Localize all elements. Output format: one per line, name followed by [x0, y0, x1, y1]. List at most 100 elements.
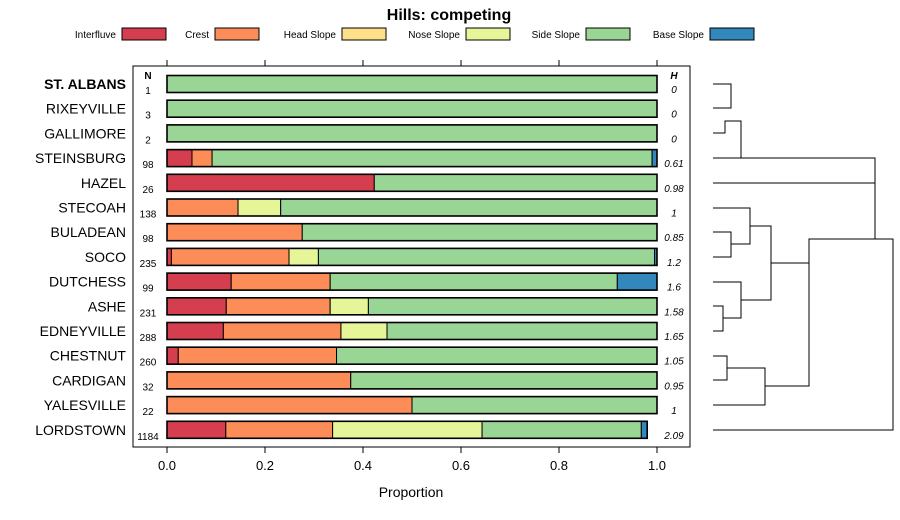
bar-outline-cardigan: [166, 371, 658, 390]
bar-yalesville-crest: [166, 396, 413, 415]
bar-hazel-side-slope: [373, 173, 658, 192]
h-value-steinsburg: 0.61: [664, 159, 683, 170]
h-value-lordstown: 2.09: [663, 431, 684, 442]
bar-chestnut-crest: [177, 346, 338, 365]
bar-stecoah-side-slope: [280, 198, 658, 217]
dendrogram-branch: [713, 355, 728, 381]
n-column-header: N: [144, 71, 151, 82]
n-value-st-albans: 1: [145, 86, 151, 97]
bar-buladean-side-slope: [301, 223, 658, 242]
n-value-stecoah: 138: [140, 210, 157, 221]
bar-soco-nose-slope: [288, 247, 319, 266]
dendrogram-branch: [713, 367, 766, 406]
bars-group: [166, 74, 658, 440]
h-value-gallimore: 0: [671, 134, 677, 145]
x-tick-label: 0.6: [452, 458, 470, 473]
bar-outline-st-albans: [166, 74, 658, 94]
x-tick-label: 1.0: [648, 458, 666, 473]
row-label-soco: SOCO: [85, 249, 126, 265]
x-tick-label: 0.2: [256, 458, 274, 473]
bar-stecoah-crest: [166, 198, 239, 217]
x-tick-label: 0.8: [550, 458, 568, 473]
row-labels-group: ST. ALBANS 1 0 RIXEYVILLE 3 0 GALLIMORE 2 0 STEIN…: [35, 76, 684, 443]
legend-label-interfluve: Interfluve: [75, 30, 117, 41]
row-label-gallimore: GALLIMORE: [44, 125, 126, 141]
legend-label-side-slope: Side Slope: [532, 30, 581, 41]
bar-edneyville-side-slope: [386, 322, 658, 340]
bar-soco-side-slope: [317, 247, 656, 266]
bar-steinsburg-interfluve: [166, 149, 193, 168]
legend-swatch-interfluve: [121, 27, 167, 41]
h-value-soco: 1.2: [667, 258, 681, 269]
bar-outline-edneyville: [166, 321, 658, 341]
legend-swatch-side-slope: [585, 27, 631, 41]
x-tick-label: 0.0: [158, 458, 176, 473]
bar-rixeyville-side-slope: [166, 99, 658, 118]
n-value-gallimore: 2: [145, 135, 151, 146]
bar-outline-lordstown: [166, 420, 649, 440]
bar-lordstown-interfluve: [166, 420, 227, 439]
n-value-steinsburg: 98: [142, 160, 154, 171]
bar-ashe-nose-slope: [329, 297, 369, 316]
h-value-ashe: 1.58: [664, 307, 684, 318]
bar-edneyville-interfluve: [166, 322, 224, 340]
bar-edneyville-nose-slope: [340, 322, 388, 340]
x-tick-label: 0.4: [354, 458, 372, 473]
bar-lordstown-side-slope: [481, 420, 642, 439]
dendrogram-branch: [713, 231, 732, 258]
n-value-yalesville: 22: [142, 407, 154, 418]
chart-title: Hills: competing: [387, 7, 511, 24]
dendrogram-branch: [713, 157, 876, 184]
bar-outline-ashe: [166, 296, 658, 316]
n-value-rixeyville: 3: [145, 111, 151, 122]
row-label-edneyville: EDNEYVILLE: [40, 323, 126, 339]
dendrogram-branch: [713, 83, 732, 109]
n-value-lordstown: 1184: [137, 432, 159, 443]
legend-swatch-base-slope: [709, 27, 755, 41]
bar-outline-chestnut: [166, 346, 658, 366]
bar-gallimore-side-slope: [166, 124, 658, 143]
row-label-ashe: ASHE: [88, 298, 126, 314]
panel-frame: [132, 65, 691, 448]
n-value-dutchess: 99: [142, 284, 154, 295]
bar-st-albans-side-slope: [166, 75, 658, 93]
bar-chestnut-interfluve: [166, 346, 179, 365]
legend-label-nose-slope: Nose Slope: [408, 30, 460, 41]
bar-hazel-interfluve: [166, 173, 375, 192]
h-value-chestnut: 1.05: [664, 357, 684, 368]
n-value-edneyville: 288: [140, 333, 157, 344]
legend-label-crest: Crest: [185, 30, 209, 41]
bar-outline-hazel: [166, 173, 658, 193]
n-value-chestnut: 260: [140, 358, 157, 369]
bar-outline-yalesville: [166, 395, 658, 415]
n-value-ashe: 231: [140, 308, 157, 319]
dendrogram-branch: [713, 281, 742, 319]
h-value-hazel: 0.98: [664, 184, 684, 195]
dendrogram-branch: [765, 262, 810, 387]
bar-steinsburg-side-slope: [211, 149, 653, 168]
row-label-steinsburg: STEINSBURG: [35, 150, 126, 166]
legend-label-base-slope: Base Slope: [653, 30, 705, 41]
h-value-rixeyville: 0: [671, 110, 677, 121]
h-value-buladean: 0.85: [664, 233, 684, 244]
bar-outline-rixeyville: [166, 99, 658, 118]
bar-ashe-interfluve: [166, 297, 227, 316]
legend-swatch-nose-slope: [465, 27, 511, 41]
dendrogram-branch: [713, 120, 742, 159]
bar-dutchess-base-slope: [616, 272, 658, 291]
bar-outline-stecoah: [166, 198, 658, 217]
bar-stecoah-nose-slope: [237, 198, 282, 217]
row-label-stecoah: STECOAH: [58, 200, 126, 216]
bar-cardigan-crest: [166, 371, 352, 390]
x-axis: 0.0 0.2 0.4 0.6 0.8 1.0: [158, 60, 666, 473]
bar-outline-dutchess: [166, 272, 658, 291]
bar-lordstown-base-slope: [640, 420, 648, 439]
bar-outline-soco: [166, 247, 658, 267]
row-label-dutchess: DUTCHESS: [49, 274, 126, 290]
n-value-cardigan: 32: [142, 382, 154, 393]
h-value-yalesville: 1: [671, 406, 677, 417]
bar-outline-buladean: [166, 222, 658, 242]
h-column-header: H: [670, 71, 678, 82]
